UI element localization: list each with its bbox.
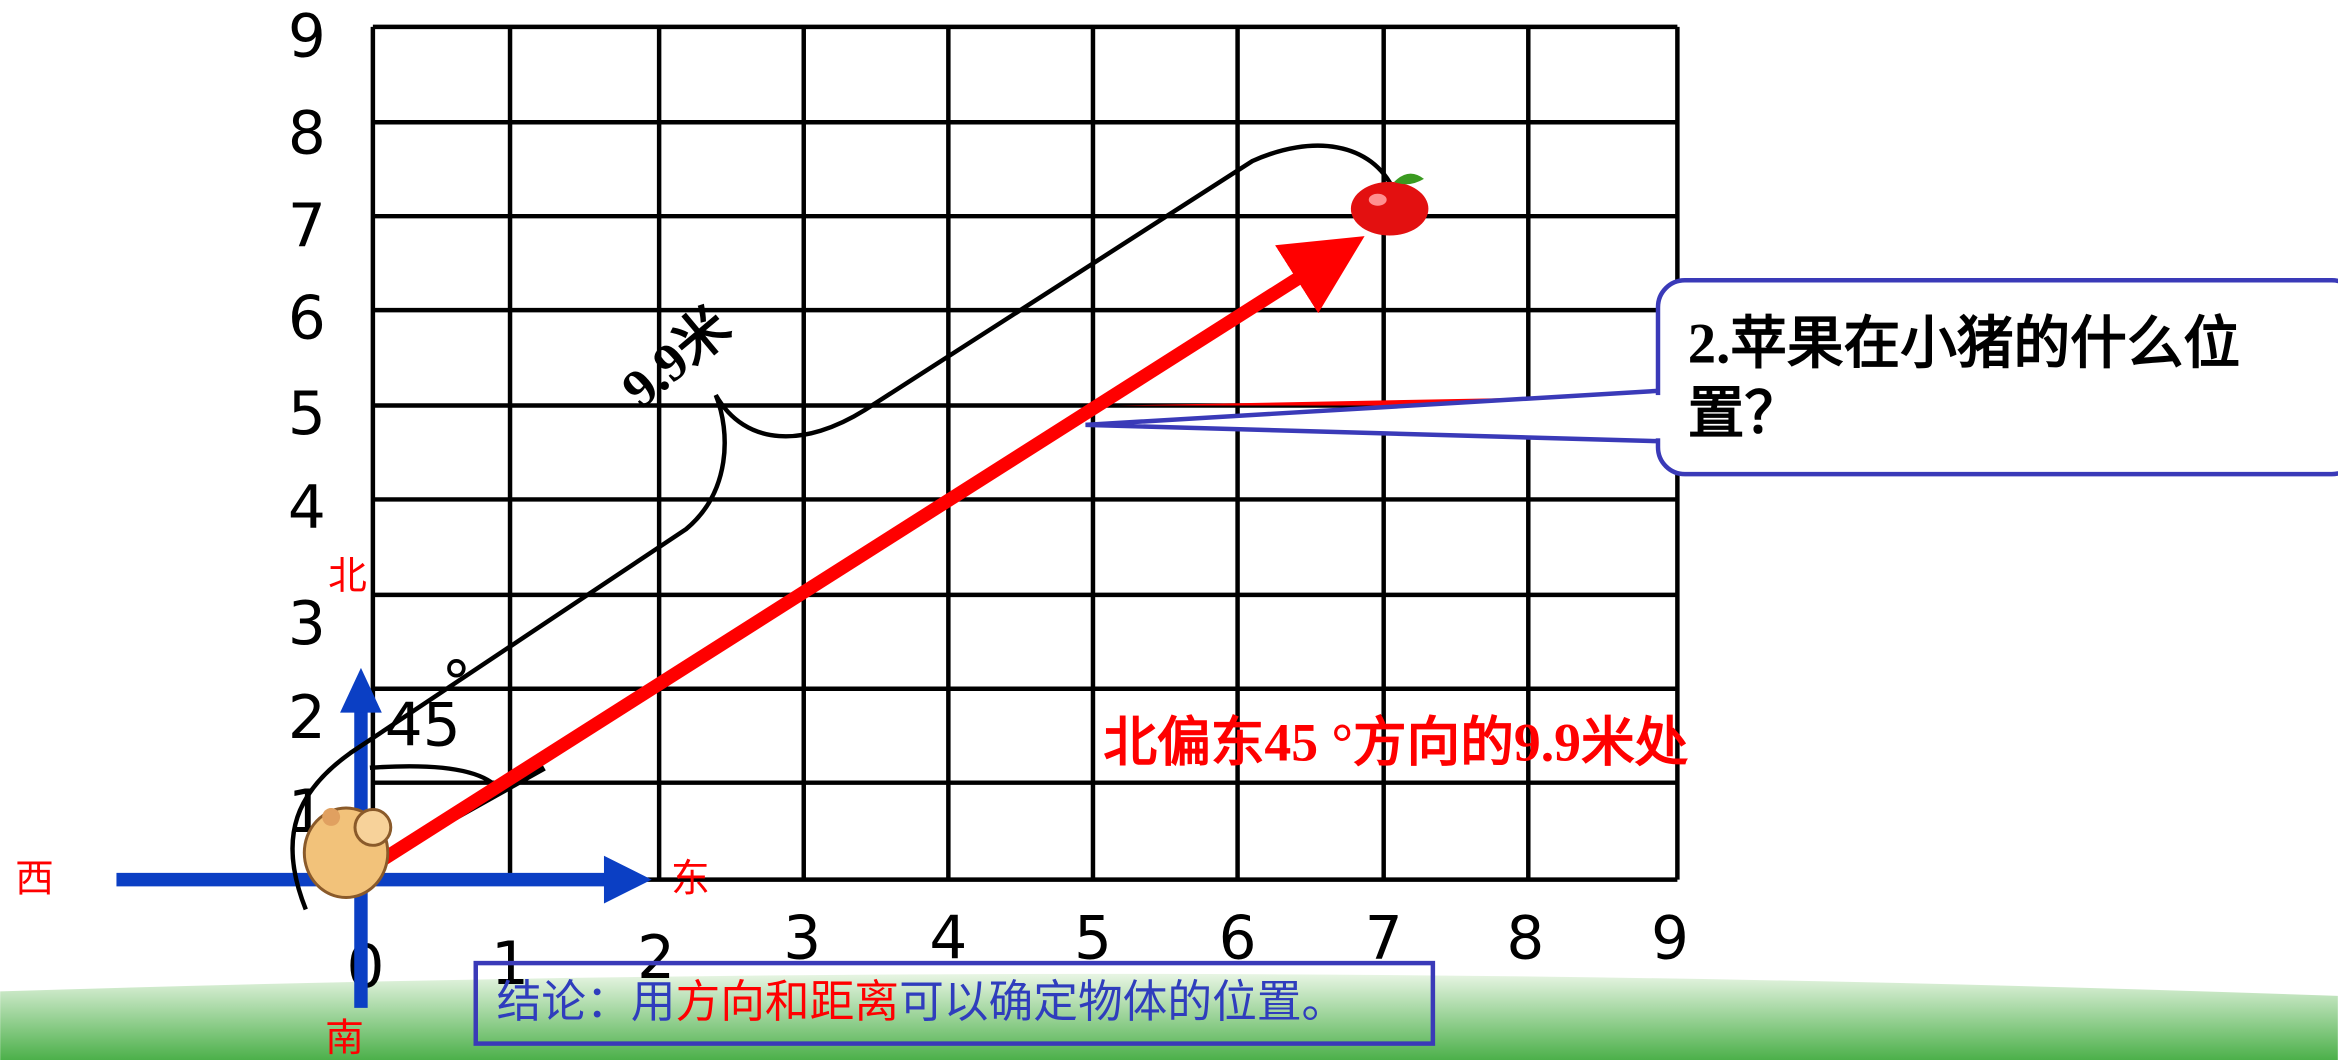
west-label: 西 [15,858,54,901]
y-label: 5 [288,380,326,449]
x-label: 2 [637,924,675,993]
conclusion-part: 结论：用 [497,977,676,1027]
y-label: 9 [288,3,326,72]
y-label: 4 [288,474,326,543]
degree-mark: ° [441,650,471,719]
distance-label: 9.9米 [610,295,741,419]
south-label: 南 [325,1017,364,1060]
y-label: 6 [288,284,326,353]
footer-band [0,973,2338,1060]
east-label: 东 [671,858,710,901]
y-label: 2 [288,684,326,753]
y-label: 7 [288,192,326,261]
conclusion-part: 方向和距离 [675,977,899,1027]
north-label: 北 [328,555,367,598]
pig [302,806,393,899]
angle-arc [369,764,502,792]
x-label: 9 [1651,905,1689,974]
question-line: 置？ [1688,383,1801,445]
conclusion-box [473,960,1436,1046]
x-label: 8 [1506,905,1544,974]
question-line: 2.苹果在小猪的什么位 [1688,312,2240,375]
conclusion: 结论：用方向和距离可以确定物体的位置。 [497,977,1347,1027]
y-label: 8 [288,100,326,169]
y-label: 3 [288,590,326,659]
answer: 北偏东45 °方向的9.9米处 [1103,712,1688,772]
red-arrow [366,236,1365,874]
angle-label: 45 [385,691,461,760]
conclusion-part: 可以确定物体的位置。 [899,977,1346,1027]
apple [1350,173,1429,236]
callout: 2.苹果在小猪的什么位 置？ [1085,278,2338,477]
distance-bracket [290,143,1397,911]
